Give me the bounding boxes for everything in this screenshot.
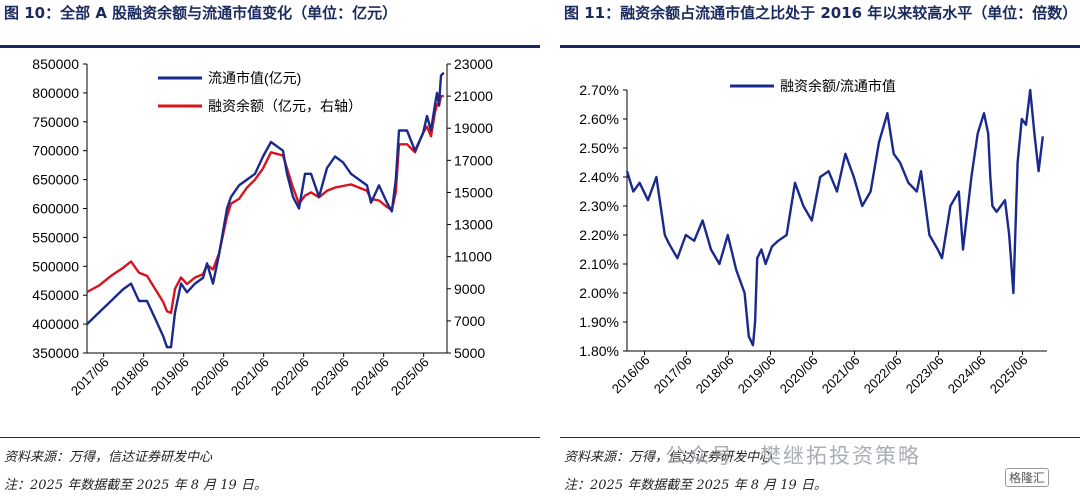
y2-tick-label: 19000 xyxy=(454,120,493,136)
left-figure-panel: 图 10：全部 A 股融资余额与流通市值变化（单位：亿元） 350000 4000… xyxy=(0,4,540,493)
right-figure-title: 图 11：融资余额占流通市值之比处于 2016 年以来较高水平（单位：倍数） xyxy=(564,4,1078,22)
y-tick-label: 2.40% xyxy=(579,169,619,185)
x-tick-label: 2022/06 xyxy=(861,353,905,397)
x-tick-label: 2020/06 xyxy=(188,355,232,399)
y-tick-label: 2.70% xyxy=(579,82,619,98)
left-chart: 350000 400000 450000 500000 550000 600000 6500… xyxy=(32,56,493,399)
x-tick-label: 2021/06 xyxy=(228,355,272,399)
y-tick-label: 2.00% xyxy=(579,285,619,301)
left-bottom-rule xyxy=(0,437,540,438)
y2-tick-label: 9000 xyxy=(454,281,485,297)
right-bottom-rule xyxy=(560,437,1080,438)
x-tick-label: 2017/06 xyxy=(651,353,695,397)
y-tick-label: 450000 xyxy=(32,287,79,303)
x-tick-label: 2020/06 xyxy=(777,353,821,397)
y-tick-label: 2.30% xyxy=(579,198,619,214)
left-figure-title: 图 10：全部 A 股融资余额与流通市值变化（单位：亿元） xyxy=(4,4,398,22)
y2-tick-label: 15000 xyxy=(454,184,493,200)
left-note: 注：2025 年数据截至 2025 年 8 月 19 日。 xyxy=(4,478,267,493)
x-tick-label: 2023/06 xyxy=(308,355,352,399)
legend-label: 融资余额/流通市值 xyxy=(780,78,896,94)
right-source: 资料来源：万得，信达证券研发中心 xyxy=(564,450,773,465)
right-title-rule xyxy=(560,45,1080,48)
x-tick-label: 2018/06 xyxy=(108,355,152,399)
y-tick-label: 650000 xyxy=(32,172,79,188)
y2-tick-label: 5000 xyxy=(454,345,485,361)
y2-tick-label: 21000 xyxy=(454,88,493,104)
x-tick-label: 2025/06 xyxy=(987,353,1031,397)
x-tick-label: 2018/06 xyxy=(693,353,737,397)
series-line-margin-balance xyxy=(86,94,444,315)
right-chart: 1.80% 1.90% 2.00% 2.10% 2.20% 2.30% 2.40% 2.50%… xyxy=(579,78,1047,397)
watermark-badge: 格隆汇 xyxy=(1005,468,1050,487)
y2-tick-label: 11000 xyxy=(454,249,492,265)
y-tick-label: 550000 xyxy=(32,229,79,245)
y-tick-label: 350000 xyxy=(32,345,79,361)
y-tick-label: 2.20% xyxy=(579,227,619,243)
y2-tick-label: 13000 xyxy=(454,217,493,233)
y2-tick-label: 23000 xyxy=(454,56,493,72)
y-tick-label: 1.90% xyxy=(579,314,619,330)
left-title-rule xyxy=(0,45,540,48)
x-tick-label: 2024/06 xyxy=(348,355,392,399)
y-tick-label: 2.60% xyxy=(579,111,619,127)
y-tick-label: 1.80% xyxy=(579,343,619,359)
x-tick-label: 2019/06 xyxy=(148,355,192,399)
y-tick-label: 2.50% xyxy=(579,140,619,156)
x-tick-label: 2024/06 xyxy=(945,353,989,397)
x-tick-label: 2016/06 xyxy=(609,353,653,397)
y-tick-label: 2.10% xyxy=(579,256,619,272)
y-tick-label: 700000 xyxy=(32,143,79,159)
series-line-ratio xyxy=(625,88,1044,347)
x-tick-label: 2019/06 xyxy=(735,353,779,397)
x-tick-label: 2023/06 xyxy=(903,353,947,397)
y-tick-label: 400000 xyxy=(32,316,79,332)
x-tick-label: 2021/06 xyxy=(819,353,863,397)
right-note: 注：2025 年数据截至 2025 年 8 月 19 日。 xyxy=(564,478,827,493)
y-tick-label: 600000 xyxy=(32,201,79,217)
y-tick-label: 500000 xyxy=(32,258,79,274)
x-tick-label: 2025/06 xyxy=(388,355,432,399)
y2-tick-label: 7000 xyxy=(454,313,485,329)
x-tick-label: 2017/06 xyxy=(68,355,112,399)
series-line-market-cap xyxy=(86,71,445,349)
watermark-text: 公众号 · 樊继拓投资策略 xyxy=(665,444,922,468)
y-tick-label: 850000 xyxy=(32,56,79,72)
x-tick-label: 2022/06 xyxy=(268,355,312,399)
y2-tick-label: 17000 xyxy=(454,152,493,168)
y-tick-label: 800000 xyxy=(32,85,79,101)
left-source: 资料来源：万得，信达证券研发中心 xyxy=(4,450,213,465)
y-tick-label: 750000 xyxy=(32,114,79,130)
right-figure-panel: 图 11：融资余额占流通市值之比处于 2016 年以来较高水平（单位：倍数） 1… xyxy=(560,0,1080,496)
legend-label: 融资余额（亿元，右轴） xyxy=(208,98,362,114)
legend-label: 流通市值(亿元) xyxy=(208,70,301,86)
